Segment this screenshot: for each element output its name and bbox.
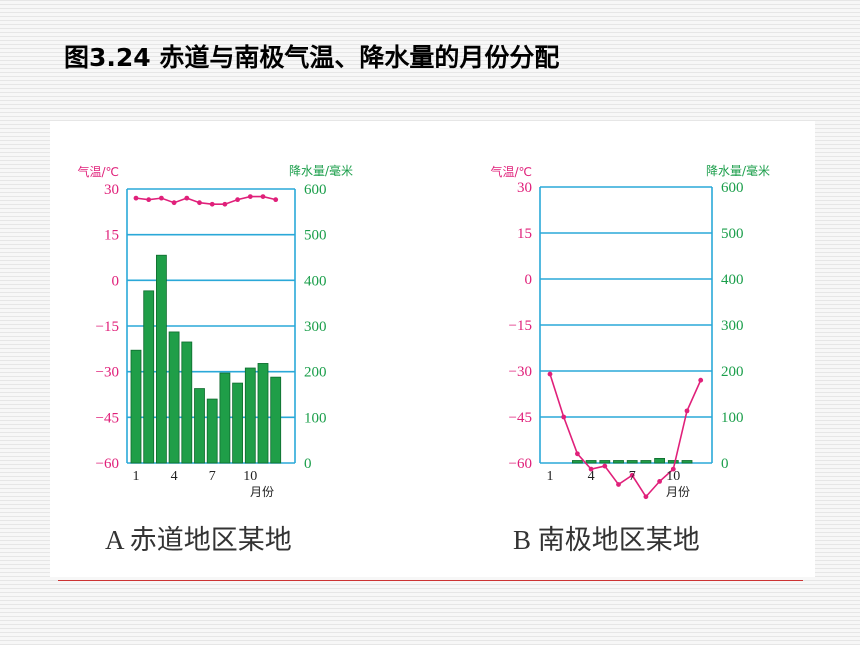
temp-point — [146, 197, 152, 203]
temp-point — [197, 200, 202, 206]
precip-tick-label: 600 — [721, 180, 744, 196]
temp-point — [260, 194, 266, 200]
precip-tick-label: 400 — [304, 273, 327, 289]
precip-tick-label: 500 — [721, 226, 744, 242]
x-tick-label: 10 — [243, 469, 257, 484]
precip-bar — [585, 460, 597, 464]
temp-tick-label: 15 — [517, 226, 532, 242]
x-axis-title: 月份 — [666, 485, 690, 499]
temp-point — [209, 201, 215, 207]
temp-point — [235, 197, 241, 203]
x-tick-label: 10 — [666, 469, 680, 484]
temp-tick-label: −30 — [509, 364, 532, 380]
precip-bar — [181, 341, 193, 464]
precip-bar — [206, 398, 218, 464]
precip-bar — [626, 460, 638, 464]
x-tick-label: 4 — [588, 469, 595, 484]
chart-caption: A 赤道地区某地 — [105, 525, 292, 555]
temp-tick-label: 0 — [112, 273, 120, 289]
temp-tick-label: 0 — [525, 272, 533, 288]
precip-bar — [143, 290, 155, 464]
temp-tick-label: 30 — [517, 180, 532, 196]
precip-axis-title: 降水量/毫米 — [289, 163, 353, 178]
precip-bar — [572, 460, 583, 464]
precip-tick-label: 300 — [721, 318, 744, 334]
precip-tick-label: 400 — [721, 272, 744, 288]
precip-bar — [613, 460, 624, 464]
precip-bar — [130, 349, 142, 464]
x-tick-label: 4 — [171, 469, 178, 484]
precip-axis-title: 降水量/毫米 — [706, 163, 770, 178]
temp-point — [588, 466, 594, 472]
precip-tick-label: 600 — [304, 182, 327, 198]
temp-point — [222, 201, 228, 207]
temp-point — [184, 195, 190, 201]
temp-point — [561, 414, 567, 420]
temp-tick-label: −45 — [96, 410, 119, 426]
precip-bar — [667, 460, 679, 464]
temp-axis-title: 气温/℃ — [77, 164, 119, 179]
temp-point — [698, 377, 704, 383]
temp-point — [575, 451, 580, 457]
temp-axis-title: 气温/℃ — [490, 164, 532, 179]
temp-point — [670, 466, 676, 472]
temp-tick-label: −15 — [96, 319, 119, 335]
temp-point — [657, 479, 662, 484]
temp-tick-label: 15 — [104, 228, 119, 244]
temp-point — [643, 494, 649, 500]
temp-tick-label: −60 — [96, 456, 119, 472]
precip-tick-label: 100 — [304, 410, 327, 426]
temp-tick-label: −60 — [509, 456, 532, 472]
precip-bar — [168, 331, 180, 464]
precip-tick-label: 100 — [721, 410, 744, 426]
precip-tick-label: 0 — [721, 456, 729, 472]
temp-line — [549, 373, 702, 499]
x-axis-title: 月份 — [250, 485, 274, 499]
temp-tick-label: −15 — [509, 318, 532, 334]
temp-point — [273, 197, 279, 203]
temp-point — [602, 463, 608, 469]
x-tick-label: 7 — [209, 469, 216, 484]
divider-line — [58, 580, 803, 581]
precip-bar — [681, 460, 693, 464]
precip-bar — [232, 382, 244, 464]
temp-point — [547, 371, 553, 377]
precip-bar — [599, 460, 611, 464]
temp-point — [171, 200, 177, 206]
precip-tick-label: 500 — [304, 228, 327, 244]
precip-tick-label: 200 — [304, 365, 327, 381]
precip-tick-label: 0 — [304, 456, 312, 472]
precip-tick-label: 300 — [304, 319, 327, 335]
temp-point — [159, 195, 164, 201]
x-tick-label: 7 — [629, 469, 636, 484]
figure-title: 图3.24 赤道与南极气温、降水量的月份分配 — [64, 43, 560, 72]
temp-tick-label: −30 — [96, 365, 119, 381]
precip-bar — [270, 376, 282, 464]
precip-bar — [155, 254, 167, 464]
x-tick-label: 1 — [547, 469, 554, 484]
temp-tick-label: 30 — [104, 182, 119, 198]
precip-bar — [219, 372, 231, 464]
temp-point — [133, 195, 139, 201]
chart-caption: B 南极地区某地 — [513, 525, 700, 555]
temp-line — [135, 195, 276, 206]
precip-bar — [640, 460, 652, 464]
temp-point — [684, 408, 690, 414]
precip-bar — [244, 367, 256, 464]
temp-point — [629, 472, 635, 478]
temp-point — [247, 194, 253, 200]
precip-bar — [194, 388, 205, 464]
temp-tick-label: −45 — [509, 410, 532, 426]
precip-bar — [257, 363, 269, 464]
x-tick-label: 1 — [133, 469, 140, 484]
precip-bar — [654, 457, 665, 464]
precip-tick-label: 200 — [721, 364, 744, 380]
temp-point — [616, 482, 621, 487]
